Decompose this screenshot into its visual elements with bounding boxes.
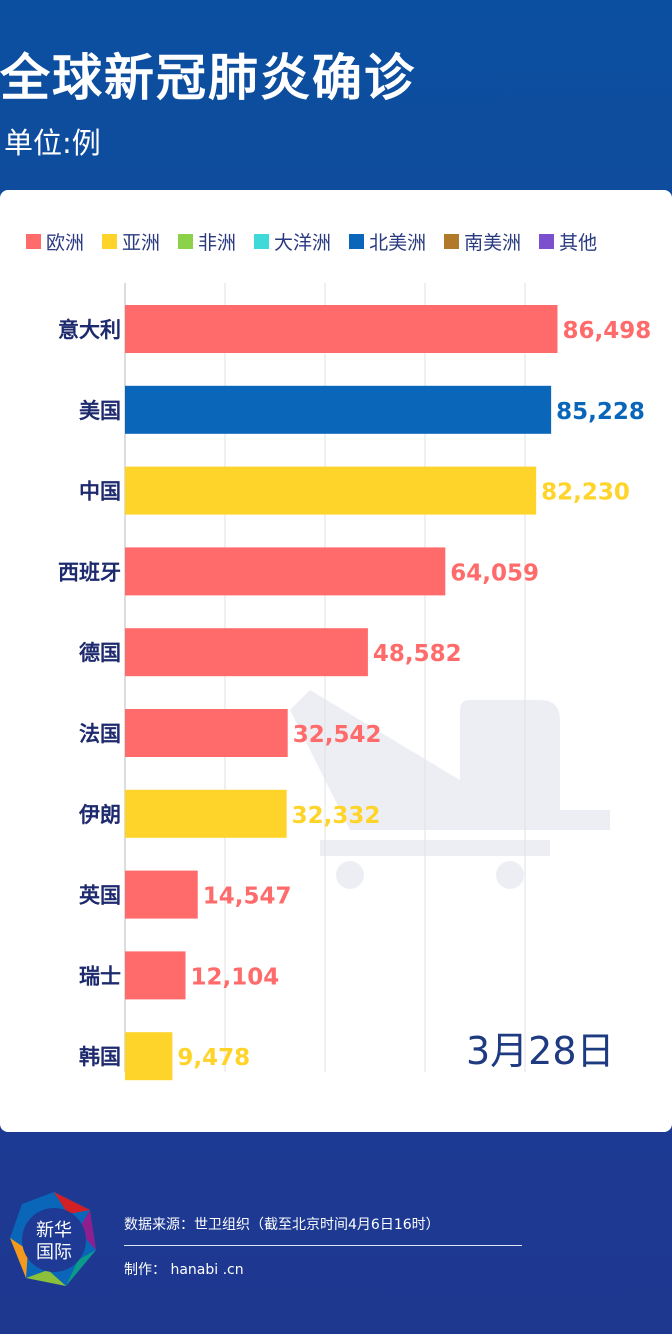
legend-label: 欧洲 (46, 232, 85, 254)
legend-swatch (444, 234, 460, 249)
bar (125, 789, 287, 838)
category-label: 意大利 (58, 318, 121, 342)
bar (125, 628, 368, 677)
bar (125, 870, 198, 919)
value-label: 86,498 (562, 318, 651, 344)
value-label: 64,059 (450, 560, 539, 586)
bar (125, 709, 288, 757)
legend-item: 非洲 (178, 228, 236, 255)
unit-label: 单位:例 (4, 126, 101, 160)
legend-label: 北美洲 (369, 232, 427, 254)
legend-swatch (539, 234, 555, 249)
xinhua-international-logo: 新华 国际 (10, 1192, 96, 1286)
legend-item: 其他 (539, 228, 597, 255)
value-label: 32,542 (293, 722, 382, 748)
legend-swatch (26, 234, 41, 249)
legend-label: 亚洲 (122, 232, 161, 254)
legend-label: 大洋洲 (274, 232, 332, 254)
date-annotation: 3月28日 (466, 1029, 615, 1073)
bar (125, 1032, 173, 1081)
value-label: 12,104 (191, 964, 280, 990)
legend: 欧洲 亚洲 非洲 大洋洲 北美洲 南美洲 其他 (26, 228, 615, 255)
category-label: 瑞士 (79, 964, 121, 988)
value-label: 9,478 (177, 1045, 250, 1071)
bar (125, 305, 558, 353)
category-label: 中国 (79, 480, 121, 504)
category-label: 德国 (79, 641, 121, 665)
bar (125, 951, 186, 1000)
legend-swatch (349, 234, 365, 249)
category-label: 伊朗 (78, 803, 121, 827)
legend-label: 其他 (559, 232, 598, 254)
value-label: 14,547 (203, 884, 292, 910)
legend-label: 南美洲 (464, 232, 522, 254)
legend-item: 欧洲 (26, 228, 84, 255)
data-source: 数据来源：世卫组织（截至北京时间4月6日16时） (124, 1217, 440, 1233)
legend-swatch (254, 234, 270, 249)
category-label: 法国 (79, 722, 121, 746)
category-label: 韩国 (79, 1045, 121, 1069)
value-label: 85,228 (556, 399, 645, 425)
maker-credit: 制作： hanabi .cn (124, 1262, 244, 1278)
value-label: 48,582 (373, 641, 462, 667)
value-label: 82,230 (541, 480, 630, 506)
page-title: 全球新冠肺炎确诊 (0, 49, 416, 107)
svg-text:国际: 国际 (36, 1242, 72, 1263)
svg-text:新华: 新华 (36, 1220, 72, 1241)
legend-item: 南美洲 (444, 228, 521, 255)
bar (125, 385, 552, 434)
legend-swatch (102, 234, 118, 249)
legend-item: 北美洲 (349, 228, 426, 255)
category-label: 英国 (79, 884, 121, 908)
category-label: 美国 (79, 399, 121, 423)
value-label: 32,332 (292, 803, 381, 829)
legend-swatch (178, 234, 194, 249)
bar (125, 547, 446, 596)
category-label: 西班牙 (58, 560, 121, 584)
legend-item: 大洋洲 (254, 228, 331, 255)
footer-divider (124, 1245, 522, 1246)
legend-item: 亚洲 (102, 228, 160, 255)
legend-label: 非洲 (198, 232, 237, 254)
airplane-watermark-icon (290, 690, 610, 889)
bar (125, 466, 537, 515)
